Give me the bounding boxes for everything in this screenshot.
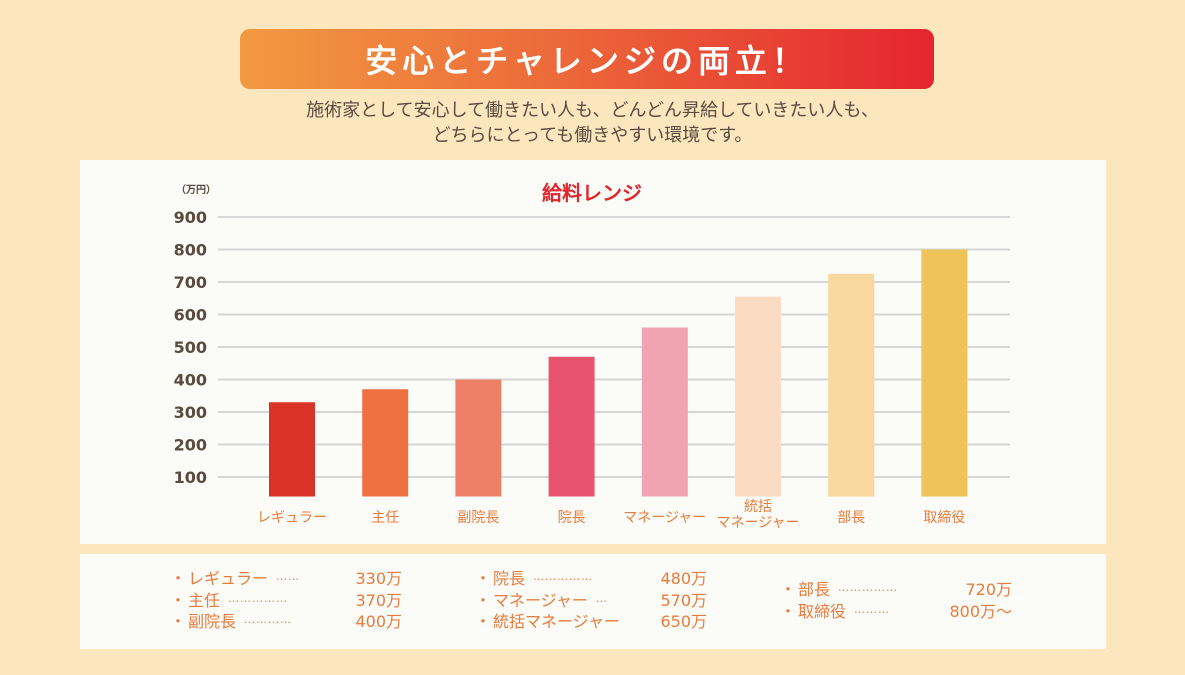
- bullet-icon: ・: [170, 569, 187, 588]
- salary-list-item: ・院長 …………… 480万: [475, 568, 707, 590]
- x-tick-label: 取締役: [923, 509, 965, 526]
- y-tick-label: 800: [174, 241, 207, 260]
- y-tick-label: 100: [174, 468, 207, 487]
- y-axis-unit: （万円）: [176, 183, 216, 196]
- bullet-icon: ・: [475, 612, 492, 631]
- salary-list-item: ・主任 …………… 370万: [170, 590, 402, 612]
- x-tick-label: マネージャー: [716, 515, 799, 531]
- x-tick-label: レギュラー: [257, 510, 327, 526]
- y-tick-label: 400: [174, 371, 207, 390]
- leader-dots: ……………: [838, 581, 899, 594]
- salary-list-column: ・部長…………… 720万・取締役……… 800万〜: [780, 579, 1012, 622]
- position-name: 主任: [188, 590, 221, 610]
- bullet-icon: ・: [780, 580, 797, 599]
- leader-dots: [620, 611, 661, 633]
- bar: [548, 356, 595, 497]
- chart-title: 給料レンジ: [542, 181, 642, 205]
- bar: [362, 389, 409, 497]
- leader-dots: ……………: [228, 591, 289, 605]
- y-tick-label: 700: [174, 273, 207, 292]
- salary-list-item: ・部長 …………… 720万: [780, 579, 1012, 601]
- position-name: 統括マネージャー: [493, 612, 620, 631]
- salary-value: 400万: [355, 612, 402, 631]
- leader-dots: ………: [854, 602, 891, 616]
- leader-dots: ……………: [533, 570, 594, 583]
- bar: [735, 296, 781, 497]
- position-name: 院長: [493, 569, 526, 588]
- position-name: 副院長: [188, 612, 237, 631]
- salary-value: 720万: [965, 580, 1012, 599]
- salary-list-item: ・マネージャー … 570万: [475, 590, 707, 612]
- salary-value: 330万: [355, 569, 402, 588]
- bullet-icon: ・: [475, 590, 492, 610]
- y-tick-label: 200: [174, 436, 207, 455]
- salary-list-item: ・統括マネージャー 650万: [475, 611, 707, 633]
- bullet-icon: ・: [170, 612, 187, 631]
- subtitle: 施術家として安心して働きたい人も、どんどん昇給していきたい人も、 どちらにとって…: [0, 98, 1185, 148]
- y-tick-label: 300: [174, 403, 207, 422]
- salary-list-item: ・取締役 ……… 800万〜: [780, 601, 1012, 623]
- bar: [921, 249, 968, 497]
- y-tick-label: 500: [174, 338, 207, 357]
- title-banner: 安心とチャレンジの両立！: [240, 29, 934, 89]
- x-tick-label: 副院長: [457, 510, 499, 526]
- salary-list-column: ・レギュラー…… 330万・主任…………… 370万・副院長………… 400万: [170, 568, 402, 633]
- salary-list-column: ・院長…………… 480万・マネージャー… 570万・統括マネージャー 650万: [475, 568, 707, 633]
- salary-chart: 給料レンジ （万円） 100 200 300 400 500 600 700 800 900 レギュラ…: [174, 181, 1010, 531]
- position-name: 部長: [798, 580, 831, 599]
- leader-dots: …: [595, 591, 608, 605]
- subtitle-line: 施術家として安心して働きたい人も、どんどん昇給していきたい人も、: [306, 100, 879, 121]
- position-name: 取締役: [798, 601, 847, 621]
- salary-value: 570万: [660, 590, 707, 610]
- salary-list-item: ・副院長 ………… 400万: [170, 611, 402, 633]
- legend-panel: [80, 554, 1106, 649]
- salary-value: 800万〜: [949, 601, 1012, 621]
- position-name: レギュラー: [188, 569, 269, 588]
- leader-dots: …………: [244, 613, 293, 626]
- bar: [455, 379, 502, 497]
- salary-value: 480万: [660, 569, 707, 588]
- bullet-icon: ・: [170, 590, 187, 610]
- salary-list-item: ・レギュラー …… 330万: [170, 568, 402, 590]
- y-tick-label: 600: [174, 306, 207, 325]
- bar: [641, 327, 688, 497]
- bullet-icon: ・: [475, 569, 492, 588]
- bullet-icon: ・: [780, 601, 797, 621]
- y-tick-label: 900: [174, 208, 207, 227]
- bar: [269, 402, 315, 497]
- salary-value: 650万: [660, 612, 707, 631]
- x-tick-label: 統括: [744, 499, 772, 515]
- x-tick-label: 主任: [371, 510, 399, 526]
- bar: [828, 273, 875, 497]
- x-tick-label: 部長: [837, 510, 865, 526]
- x-tick-label: 院長: [558, 510, 586, 526]
- position-name: マネージャー: [493, 590, 588, 610]
- leader-dots: ……: [276, 570, 301, 583]
- x-tick-label: マネージャー: [623, 510, 706, 526]
- salary-value: 370万: [355, 590, 402, 610]
- subtitle-line: どちらにとっても働きやすい環境です。: [432, 125, 753, 146]
